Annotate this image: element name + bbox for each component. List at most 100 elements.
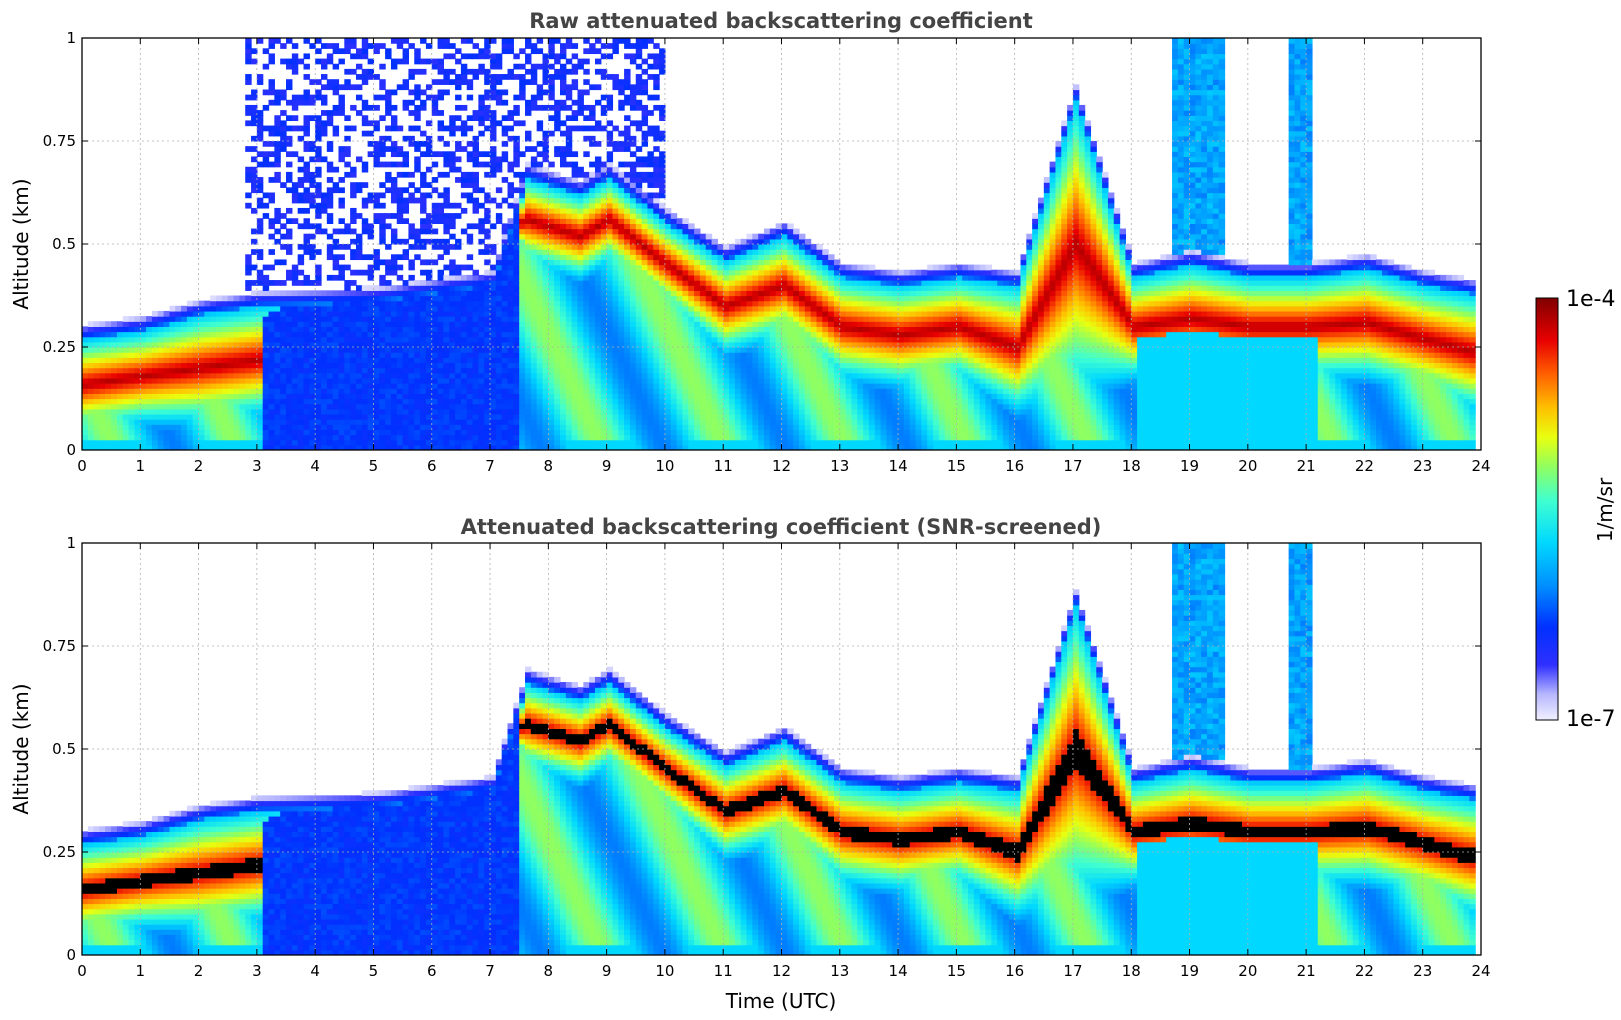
top-heat-cell — [204, 383, 211, 389]
top-heat-cell — [571, 321, 579, 327]
top-heat-cell — [105, 321, 112, 327]
top-heat-cell — [635, 274, 643, 281]
top-heat-cell — [297, 372, 305, 379]
top-heat-cell — [589, 331, 596, 338]
top-heat-cell — [251, 135, 258, 142]
top-heat-cell — [361, 326, 369, 333]
top-heat-cell — [146, 413, 153, 420]
top-heat-cell — [361, 223, 369, 230]
top-heat-cell — [565, 43, 573, 49]
top-heat-cell — [431, 377, 439, 384]
top-heat-cell — [472, 197, 479, 204]
top-heat-cell — [373, 218, 380, 224]
top-heat-cell — [122, 341, 130, 348]
top-heat-cell — [612, 166, 619, 173]
top-heat-cell — [548, 403, 555, 410]
top-heat-cell — [291, 192, 299, 199]
top-heat-cell — [472, 171, 479, 178]
top-heat-cell — [210, 388, 217, 394]
top-heat-cell — [600, 408, 608, 415]
top-heat-cell — [455, 48, 462, 55]
top-heat-cell — [297, 362, 305, 369]
top-heat-cell — [402, 403, 410, 410]
top-heat-cell — [414, 393, 421, 400]
top-heat-cell — [600, 439, 608, 446]
top-heat-cell — [536, 233, 544, 240]
top-heat-cell — [420, 383, 427, 389]
top-heat-cell — [425, 300, 433, 307]
top-heat-cell — [618, 146, 625, 152]
top-heat-cell — [396, 264, 404, 271]
top-heat-cell — [495, 383, 503, 389]
top-heat-cell — [629, 336, 637, 343]
top-heat-cell — [420, 130, 427, 137]
top-heat-cell — [204, 321, 211, 327]
top-heat-cell — [612, 367, 619, 374]
top-heat-cell — [437, 274, 445, 281]
top-heat-cell — [332, 326, 340, 333]
top-heat-cell — [600, 429, 608, 436]
top-heat-cell — [379, 362, 386, 369]
top-heat-cell — [233, 347, 240, 353]
top-heat-cell — [530, 429, 538, 436]
top-heat-cell — [530, 156, 538, 163]
top-heat-cell — [385, 357, 392, 364]
top-heat-cell — [379, 357, 386, 364]
top-heat-cell — [367, 141, 375, 147]
top-heat-cell — [536, 424, 544, 430]
top-heat-cell — [315, 444, 322, 450]
top-heat-cell — [513, 233, 520, 240]
top-heat-cell — [280, 403, 287, 410]
top-heat-cell — [274, 115, 281, 121]
top-heat-cell — [268, 197, 275, 204]
top-heat-cell — [309, 202, 316, 209]
top-heat-cell — [495, 218, 503, 224]
top-heat-cell — [542, 377, 549, 384]
top-heat-cell — [455, 104, 462, 111]
top-heat-cell — [501, 223, 509, 230]
top-heat-cell — [280, 146, 287, 152]
top-heat-cell — [390, 305, 398, 312]
top-heat-cell — [111, 336, 118, 343]
top-heat-cell — [641, 161, 649, 168]
top-heat-cell — [495, 269, 503, 276]
top-heat-cell — [647, 388, 654, 394]
top-heat-cell — [612, 383, 619, 389]
top-heat-cell — [373, 321, 380, 327]
top-heat-cell — [484, 424, 491, 430]
top-heat-cell — [554, 444, 561, 450]
top-heat-cell — [606, 269, 614, 276]
top-heat-cell — [501, 316, 509, 322]
top-heat-cell — [402, 104, 410, 111]
top-heat-cell — [262, 63, 270, 70]
top-heat-cell — [635, 171, 643, 178]
top-heat-cell — [641, 264, 649, 271]
top-heat-cell — [93, 377, 101, 384]
top-heat-cell — [559, 63, 567, 70]
top-heat-cell — [315, 331, 322, 338]
top-heat-cell — [297, 259, 305, 266]
top-heat-cell — [571, 161, 579, 168]
top-heat-cell — [554, 99, 561, 106]
top-heat-cell — [326, 367, 334, 374]
top-heat-cell — [653, 254, 660, 261]
top-heat-cell — [239, 321, 246, 327]
top-heat-cell — [425, 166, 433, 173]
top-heat-cell — [251, 408, 258, 415]
top-heat-cell — [385, 285, 392, 291]
top-heat-cell — [530, 94, 538, 101]
top-heat-cell — [641, 249, 649, 255]
top-heat-cell — [495, 94, 503, 101]
top-heat-cell — [653, 408, 660, 415]
top-heat-cell — [583, 228, 590, 235]
top-heat-cell — [618, 336, 625, 343]
top-heat-cell — [490, 171, 497, 178]
top-heat-cell — [332, 264, 340, 271]
top-heat-cell — [647, 367, 654, 374]
top-heat-cell — [338, 367, 345, 374]
top-heat-cell — [425, 341, 433, 348]
top-heat-cell — [536, 223, 544, 230]
top-heat-cell — [408, 182, 415, 188]
top-heat-cell — [291, 424, 299, 430]
top-heat-cell — [210, 300, 217, 307]
